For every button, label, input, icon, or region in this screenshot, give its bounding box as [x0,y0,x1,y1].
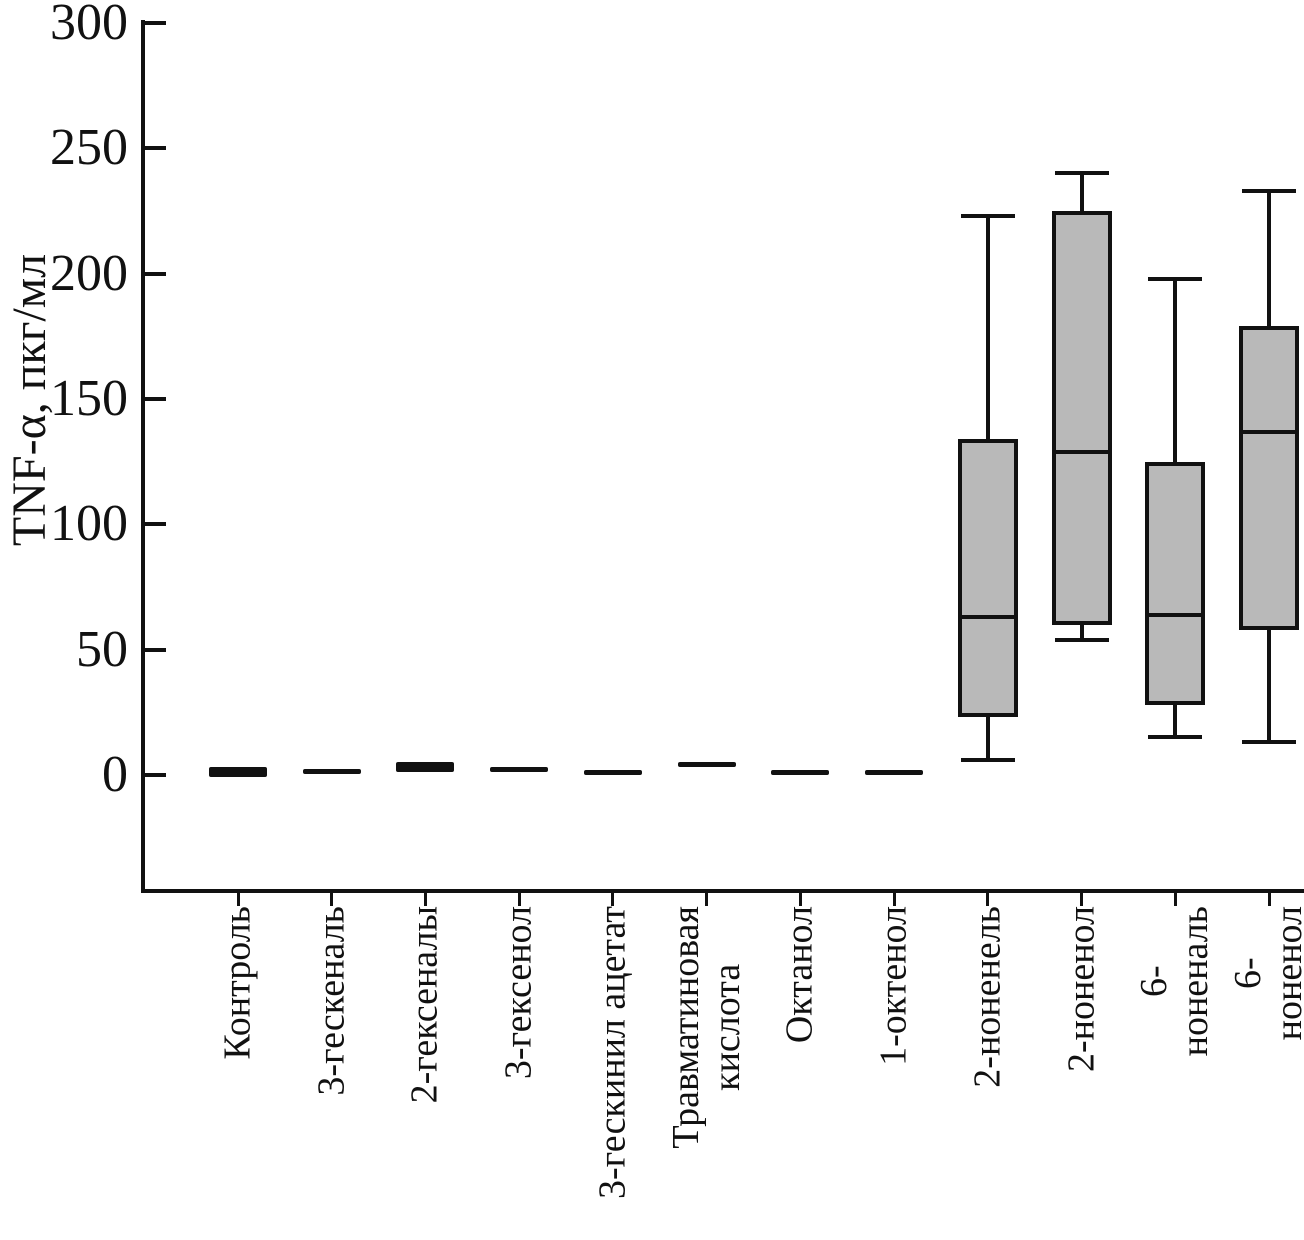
x-category-label: 3-гескинил ацетат [591,906,634,1199]
x-category-label: 2-ноненол [1060,906,1103,1072]
x-tick-mark [986,891,990,906]
median-dash [583,769,642,775]
x-tick-mark [517,891,521,906]
iqr-box [1051,210,1112,625]
median-dash [302,768,361,774]
whisker-lower-line [985,717,990,760]
x-category-label: 1-октенол [872,906,915,1066]
y-tick-label: 0 [102,746,128,803]
iqr-box [1239,326,1300,630]
x-category-label: Травматиновая кислота [664,906,748,1149]
x-tick-mark [1173,891,1177,906]
iqr-box [957,439,1018,718]
median-line [1241,429,1298,434]
y-tick-label: 50 [76,620,128,678]
whisker-lower-line [1079,624,1084,640]
x-axis-line [141,889,1304,893]
whisker-upper-cap [960,214,1015,218]
y-tick-label: 200 [50,244,128,302]
median-line [959,615,1016,620]
x-category-label: Контроль [216,906,259,1060]
x-tick-mark [330,891,334,906]
median-line [1053,449,1110,454]
y-tick-mark [145,522,166,527]
x-category-label: 3-гексенол [497,906,540,1080]
x-tick-mark [611,891,615,906]
whisker-upper-line [1173,278,1178,462]
whisker-upper-cap [1242,188,1297,193]
median-dash [396,762,455,773]
x-tick-mark [798,891,802,906]
whisker-upper-cap [1148,276,1203,281]
y-tick-mark [145,647,166,652]
x-category-label: 6-ноненол [1226,906,1304,1041]
whisker-lower-cap [1054,637,1109,642]
x-tick-mark [705,891,709,906]
y-axis-line [141,20,145,893]
whisker-lower-line [1173,704,1178,738]
x-category-label: 3-гескеналь [310,906,353,1096]
y-tick-mark [145,271,166,276]
median-dash [490,767,549,773]
y-tick-mark [145,396,166,401]
y-tick-label: 100 [50,495,128,553]
y-tick-label: 150 [50,369,128,427]
y-tick-label: 300 [50,0,128,51]
y-tick-mark [145,146,166,151]
x-tick-mark [892,891,896,906]
whisker-upper-line [985,216,990,440]
whisker-upper-cap [1054,171,1109,176]
x-category-label: 6-ноненаль [1133,906,1217,1057]
whisker-upper-line [1079,173,1084,211]
x-tick-mark [236,891,240,906]
median-line [1147,612,1204,617]
whisker-lower-line [1267,629,1272,743]
x-category-label: 2-гексеналы [403,906,446,1104]
median-dash [209,767,267,778]
x-tick-mark [423,891,427,906]
whisker-lower-cap [1242,740,1297,745]
whisker-lower-cap [1148,735,1203,740]
x-category-label: Октанол [778,906,821,1044]
x-tick-mark [1267,891,1271,906]
x-category-label: 2-ноненель [966,906,1009,1088]
y-tick-mark [145,773,166,777]
whisker-lower-cap [960,757,1015,762]
y-tick-mark [145,20,166,25]
y-tick-label: 250 [50,119,128,177]
median-dash [677,762,736,768]
median-dash [865,769,924,775]
median-dash [771,769,830,775]
whisker-upper-line [1267,190,1272,327]
x-tick-mark [1080,891,1084,906]
iqr-box [1145,461,1206,705]
